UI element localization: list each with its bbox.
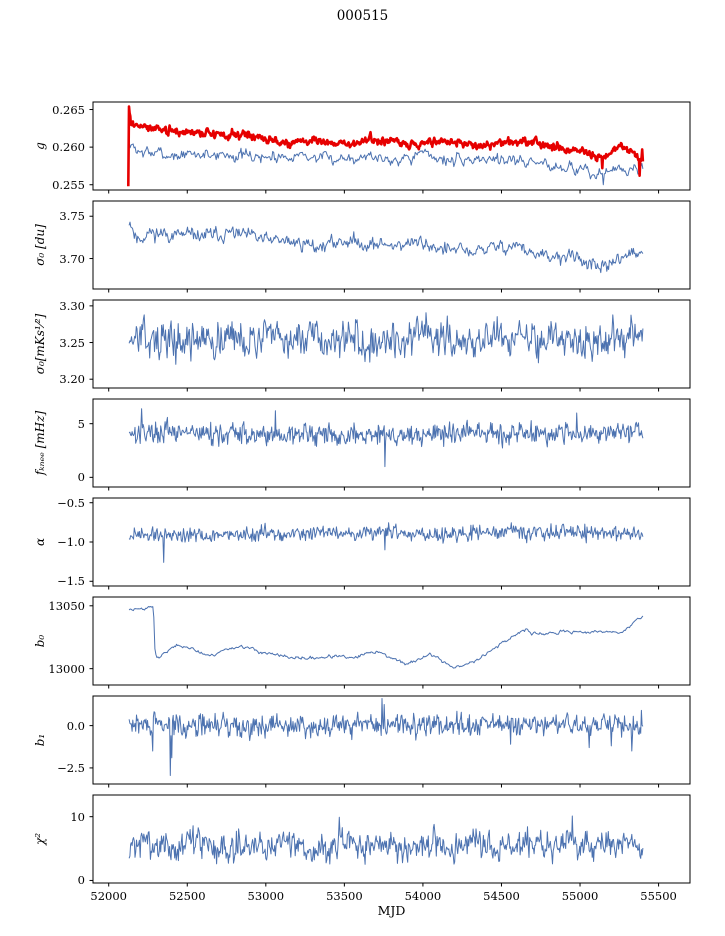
y-axis-label-b1: b₁ (33, 733, 47, 747)
y-axis-label-b0: b₀ (33, 634, 47, 648)
y-tick-label-sigma0-du: 3.75 (59, 209, 85, 224)
y-tick-label-fknee: 0 (77, 470, 85, 485)
series-chi2 (128, 815, 644, 865)
x-tick-label: 54500 (483, 889, 520, 903)
plot-border-sigma0-mks (92, 299, 691, 389)
y-tick-label-sigma0-du: 3.70 (59, 251, 85, 266)
plot-border-chi2 (92, 794, 691, 884)
series-sigma0-mks (128, 312, 644, 365)
y-tick-label-alpha: −1.0 (57, 535, 85, 549)
y-axis-label-fknee: fₖₙₑₑ [mHz] (33, 410, 47, 476)
y-tick-label-g: 0.260 (52, 140, 85, 155)
y-axis-label-chi2: χ² (33, 832, 47, 846)
y-tick-label-g: 0.265 (52, 102, 85, 117)
series-fknee (128, 408, 644, 468)
figure-title: 000515 (336, 8, 389, 24)
y-axis-label-sigma0-du: σ₀ [du] (33, 224, 47, 266)
plot-border-b1 (92, 695, 691, 785)
series-g-blue (128, 142, 644, 186)
y-tick-label-g: 0.255 (52, 177, 85, 192)
x-tick-label: 53000 (247, 889, 285, 903)
y-tick-label-chi2: 0 (77, 873, 85, 888)
series-g-red (127, 105, 645, 187)
x-tick-label: 52500 (168, 889, 206, 903)
x-tick-label: 55000 (561, 889, 599, 903)
y-axis-label-g: g (33, 142, 47, 150)
x-tick-label: 54000 (404, 889, 442, 903)
x-tick-label: 53500 (326, 889, 363, 903)
y-tick-label-alpha: −1.5 (57, 574, 85, 589)
y-axis-label-sigma0-mks: σ₀[mKs¹⁄²] (33, 313, 47, 375)
y-tick-label-sigma0-mks: 3.20 (59, 372, 85, 387)
series-sigma0-du (128, 221, 644, 274)
y-tick-label-alpha: −0.5 (57, 495, 85, 510)
x-tick-label: 55500 (640, 889, 677, 903)
plot-border-fknee (92, 398, 691, 488)
plot-border-b0 (92, 596, 691, 686)
y-tick-label-b1: −2.5 (57, 760, 85, 775)
y-tick-label-b0: 13050 (48, 598, 85, 613)
y-tick-label-fknee: 5 (77, 416, 85, 431)
y-axis-label-alpha: α (33, 537, 47, 547)
y-tick-label-sigma0-mks: 3.30 (59, 298, 85, 313)
y-tick-label-sigma0-mks: 3.25 (59, 335, 85, 350)
plot-border-g (92, 101, 691, 191)
series-b0 (128, 606, 644, 669)
series-alpha (128, 522, 644, 563)
x-axis-label: MJD (377, 903, 406, 918)
series-b1 (128, 698, 644, 776)
y-tick-label-b1: 0.0 (66, 718, 85, 733)
y-tick-label-chi2: 10 (70, 809, 85, 824)
plot-border-sigma0-du (92, 200, 691, 290)
y-tick-label-b0: 13000 (48, 661, 85, 676)
x-tick-label: 52000 (90, 889, 127, 903)
